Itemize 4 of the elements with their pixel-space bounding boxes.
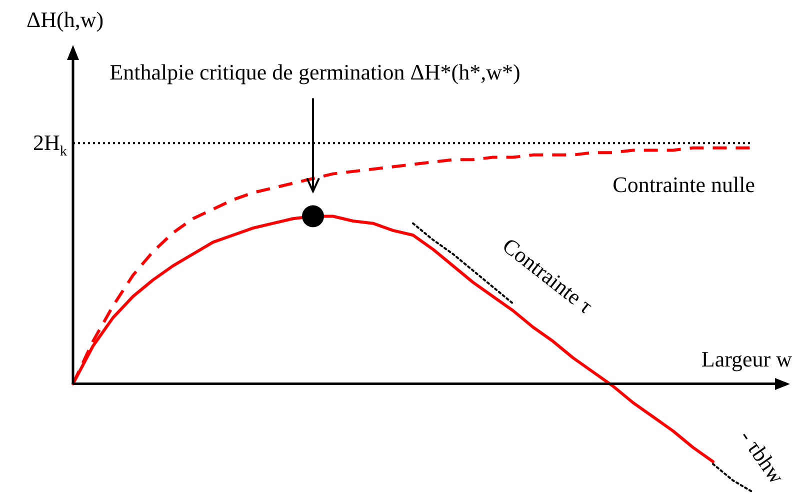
text: ΔH(h,w): [26, 7, 104, 32]
text: Enthalpie critique de germination ΔH*(h*,w*): [110, 59, 520, 84]
x-axis-title: Largeur w: [701, 346, 792, 372]
series-label: Contrainte nulle: [612, 172, 756, 198]
